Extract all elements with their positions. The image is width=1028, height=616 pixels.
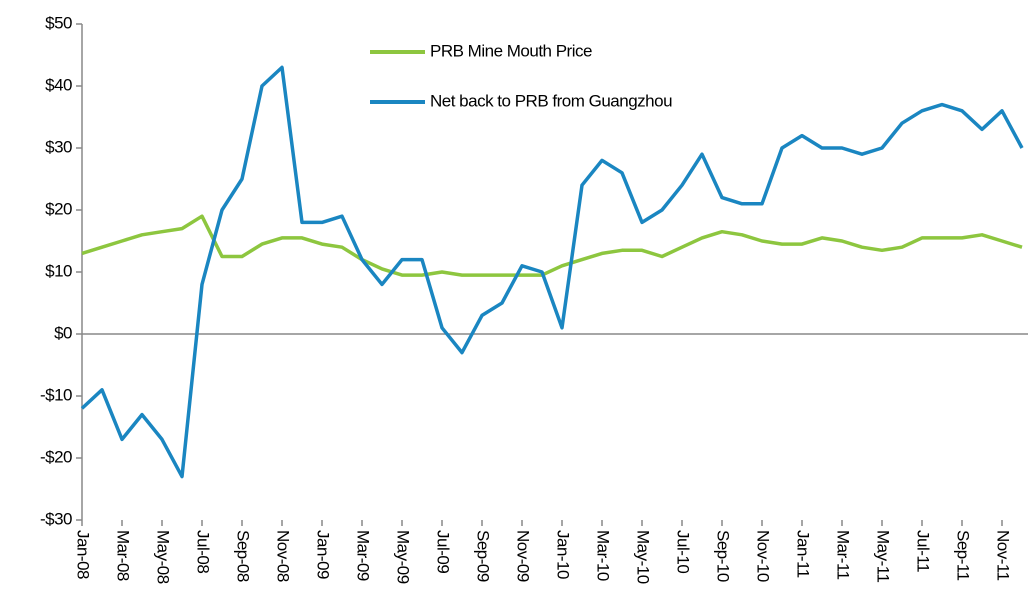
- x-tick-label: Jan-08: [74, 530, 93, 579]
- y-tick-label: -$20: [40, 447, 72, 466]
- y-tick-label: $10: [45, 261, 72, 280]
- x-tick-label: Jan-11: [794, 530, 813, 578]
- x-tick-label: Mar-11: [834, 530, 853, 580]
- y-tick-label: -$10: [40, 385, 72, 404]
- x-tick-label: Sep-11: [954, 530, 973, 581]
- x-tick-label: Nov-08: [274, 530, 293, 582]
- x-tick-label: Jul-10: [674, 530, 693, 573]
- x-tick-label: May-09: [394, 530, 413, 584]
- x-tick-label: Jan-09: [314, 530, 333, 579]
- y-tick-label: $40: [45, 75, 72, 94]
- x-tick-label: Jul-08: [194, 530, 213, 573]
- y-tick-label: $20: [45, 199, 72, 218]
- x-tick-label: Sep-08: [234, 530, 253, 582]
- x-tick-label: Jan-10: [554, 530, 573, 579]
- x-tick-label: May-10: [634, 530, 653, 584]
- legend-label: PRB Mine Mouth Price: [430, 41, 592, 60]
- y-tick-label: $0: [54, 323, 72, 342]
- x-tick-label: May-08: [154, 530, 173, 584]
- x-tick-label: Mar-09: [354, 530, 373, 581]
- y-tick-label: $30: [45, 137, 72, 156]
- series-line: [81, 214, 1023, 277]
- x-tick-label: May-11: [874, 530, 893, 582]
- x-tick-label: Sep-10: [714, 530, 733, 582]
- x-tick-label: Mar-10: [594, 530, 613, 581]
- x-tick-label: Mar-08: [114, 530, 133, 581]
- x-tick-label: Nov-11: [994, 530, 1013, 581]
- x-tick-label: Jul-09: [434, 530, 453, 573]
- x-tick-label: Nov-09: [514, 530, 533, 582]
- series-line: [80, 65, 1024, 479]
- x-tick-label: Sep-09: [474, 530, 493, 582]
- legend-label: Net back to PRB from Guangzhou: [430, 91, 672, 110]
- y-tick-label: $50: [45, 13, 72, 32]
- y-tick-label: -$30: [40, 509, 72, 528]
- x-tick-label: Jul-11: [914, 530, 933, 572]
- x-tick-label: Nov-10: [754, 530, 773, 582]
